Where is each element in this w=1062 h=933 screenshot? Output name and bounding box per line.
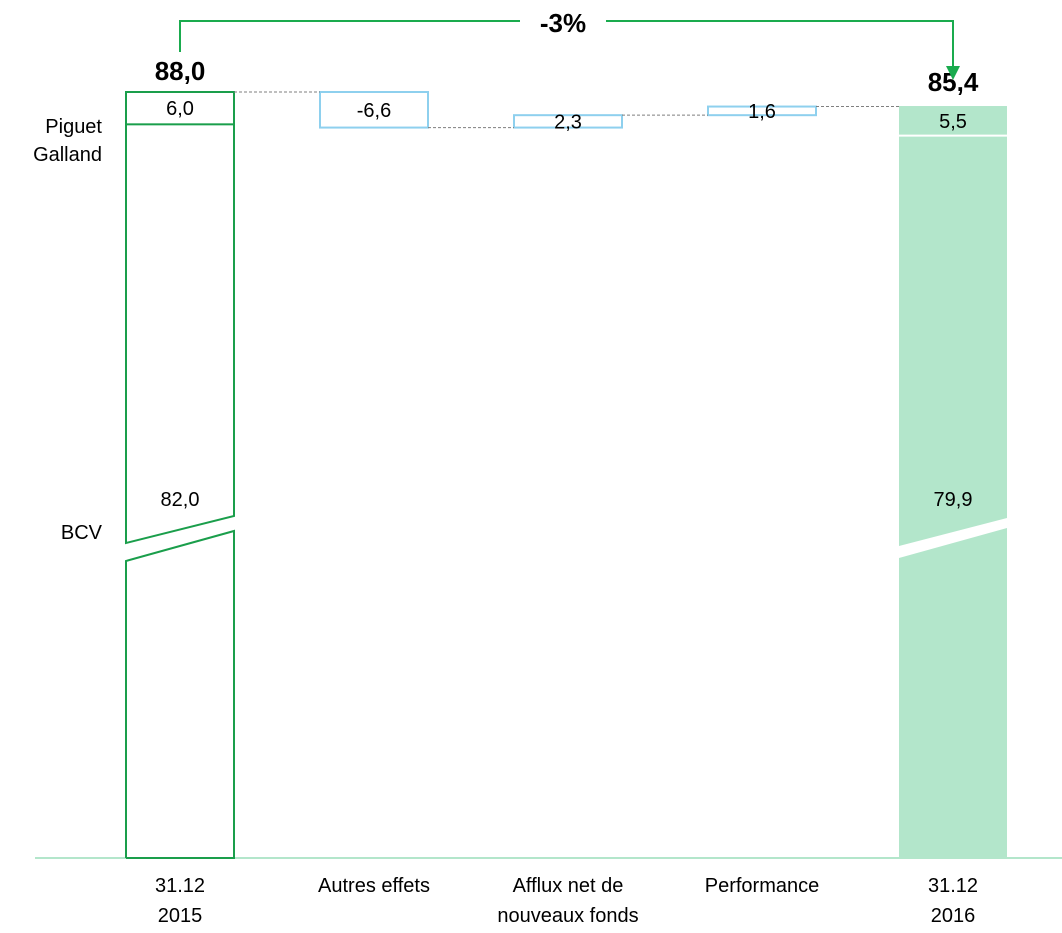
change-label: -3% (540, 8, 586, 38)
bar-step-3 (707, 105, 817, 117)
bar-step-1 (319, 91, 429, 129)
x-tick-label-1: 31.12 (155, 875, 205, 897)
segment-label-piguet-galland: Galland (33, 144, 102, 166)
segment-label-piguet-galland: Piguet (45, 116, 102, 138)
change-arrow-right (606, 20, 954, 68)
data-label-end-bcv: 79,9 (934, 489, 973, 511)
axis-break-gap (899, 518, 1007, 558)
x-tick-label-5: 31.12 (928, 875, 978, 897)
x-tick-label-3: nouveaux fonds (497, 905, 638, 927)
bar-end (899, 106, 1007, 859)
data-label-start-piguet-galland: 6,0 (166, 98, 194, 120)
bar-start-bcv-lower (125, 529, 235, 859)
data-label-end-piguet-galland: 5,5 (939, 111, 967, 133)
total-label-start: 88,0 (155, 56, 206, 86)
data-label-step-3: 1,6 (748, 101, 776, 123)
segment-label-bcv: BCV (61, 522, 103, 544)
change-arrow-left (179, 20, 520, 52)
bar-step-2 (513, 114, 623, 129)
x-tick-label-3: Afflux net de (513, 875, 624, 897)
change-arrow-head (946, 66, 960, 80)
data-label-step-2: 2,3 (554, 111, 582, 133)
data-label-start-bcv: 82,0 (161, 489, 200, 511)
bar-start-bcv (125, 124, 235, 545)
bar-start-piguet-galland (125, 91, 235, 126)
x-tick-label-2: Autres effets (318, 875, 430, 897)
x-tick-label-4: Performance (705, 875, 820, 897)
x-tick-label-5: 2016 (931, 905, 976, 927)
x-tick-label-1: 2015 (158, 905, 203, 927)
data-label-step-1: -6,6 (357, 100, 391, 122)
